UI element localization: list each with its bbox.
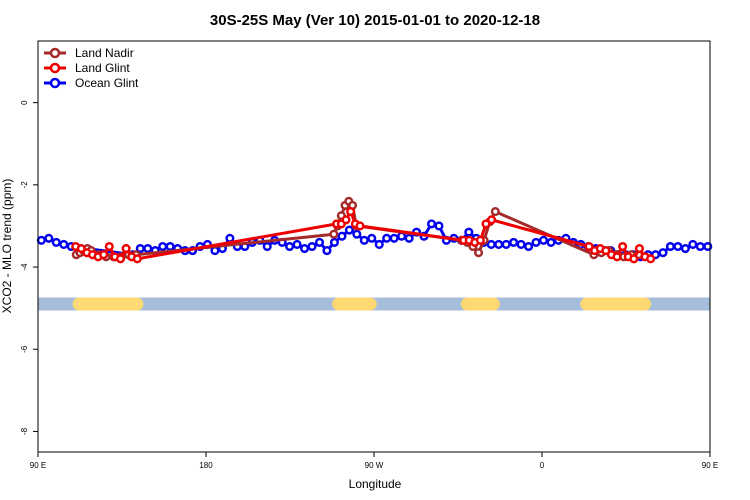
x-tick-label: 0 — [540, 461, 545, 470]
data-point — [486, 239, 496, 249]
data-point — [584, 241, 594, 252]
data-point — [307, 241, 317, 252]
data-point — [314, 237, 325, 247]
data-point — [352, 229, 362, 239]
x-axis: 90 E 180 90 W 0 90 E — [30, 452, 718, 470]
y-axis: 0 -2 -4 -6 -8 — [20, 100, 38, 435]
data-point — [464, 227, 474, 237]
data-point — [688, 239, 698, 249]
data-point — [382, 233, 392, 243]
y-tick-label: -2 — [20, 181, 29, 189]
data-point — [210, 246, 220, 256]
x-tick-label: 90 E — [702, 461, 718, 470]
data-point — [104, 241, 114, 252]
data-point — [434, 221, 444, 231]
data-point — [76, 244, 86, 254]
data-point — [481, 219, 491, 229]
data-point — [703, 241, 713, 252]
data-point — [341, 215, 351, 225]
data-point — [531, 237, 541, 247]
data-point — [99, 250, 109, 260]
data-point — [51, 237, 61, 247]
chart-title: 30S-25S May (Ver 10) 2015-01-01 to 2020-… — [210, 12, 540, 29]
data-point — [285, 241, 295, 252]
data-point — [475, 235, 485, 245]
data-point — [44, 233, 54, 243]
data-point — [509, 237, 519, 247]
data-point — [300, 244, 310, 254]
data-point — [634, 244, 644, 254]
data-point — [487, 215, 497, 225]
data-point — [494, 239, 504, 249]
series-layer — [36, 196, 713, 264]
x-tick-label: 180 — [199, 461, 213, 470]
data-point — [322, 246, 332, 256]
y-axis-label: XCO2 - MLO trend (ppm) — [0, 179, 14, 314]
data-point — [404, 233, 414, 243]
data-point — [601, 246, 611, 256]
data-point — [490, 207, 500, 217]
legend-marker — [49, 77, 61, 89]
data-point — [329, 229, 339, 239]
data-point — [374, 239, 384, 249]
data-point — [426, 219, 437, 229]
legend-label: Land Nadir — [75, 46, 134, 60]
data-point — [115, 254, 126, 264]
data-point — [680, 244, 690, 254]
legend-label: Land Glint — [75, 61, 130, 75]
legend-marker — [49, 62, 61, 74]
data-point — [165, 241, 175, 252]
data-point — [355, 221, 365, 231]
data-point — [262, 241, 272, 252]
data-point — [158, 241, 168, 252]
legend-item: Ocean Glint — [44, 76, 139, 90]
data-point — [516, 239, 526, 249]
data-point — [612, 252, 622, 262]
data-point — [59, 239, 69, 249]
data-point — [36, 235, 46, 245]
data-point — [546, 237, 556, 247]
data-point — [646, 254, 656, 264]
y-tick-label: -4 — [20, 263, 29, 271]
data-point — [618, 241, 628, 252]
legend-label: Ocean Glint — [75, 76, 139, 90]
data-point — [346, 207, 356, 217]
data-point — [367, 233, 377, 243]
data-point — [132, 254, 142, 264]
data-point — [344, 225, 354, 235]
data-point — [629, 254, 639, 264]
y-tick-label: 0 — [20, 100, 29, 105]
y-tick-label: -6 — [20, 345, 29, 353]
data-point — [225, 233, 235, 243]
data-point — [501, 239, 511, 249]
data-point — [538, 235, 549, 245]
x-tick-label: 90 W — [365, 461, 384, 470]
x-tick-label: 90 E — [30, 461, 46, 470]
data-point — [329, 237, 339, 247]
data-point — [524, 241, 534, 252]
data-point — [695, 241, 705, 252]
data-point — [673, 241, 683, 252]
data-point — [389, 233, 399, 243]
data-point — [121, 244, 131, 254]
legend-marker — [49, 47, 61, 59]
data-point — [143, 244, 153, 254]
data-point — [473, 248, 484, 258]
data-point — [665, 241, 675, 252]
data-point — [292, 239, 302, 249]
data-point — [658, 248, 668, 258]
y-tick-label: -8 — [20, 427, 29, 435]
legend-item: Land Nadir — [44, 46, 134, 60]
series-land-glint — [71, 207, 656, 264]
legend-item: Land Glint — [44, 61, 130, 75]
x-axis-label: Longitude — [349, 477, 402, 491]
data-point — [337, 231, 347, 241]
data-point — [359, 235, 369, 245]
